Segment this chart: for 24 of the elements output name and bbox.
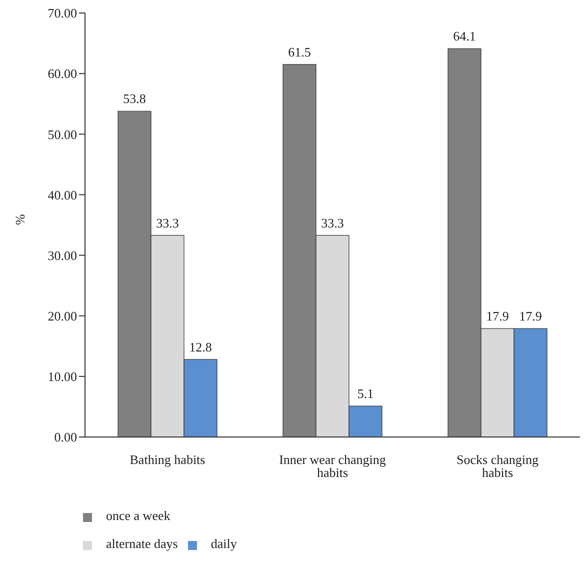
y-tick-label: 0.00 (54, 430, 77, 445)
data-label: 33.3 (156, 215, 179, 230)
y-tick-label: 70.00 (48, 6, 77, 21)
data-label: 64.1 (453, 28, 476, 44)
data-label: 53.8 (123, 91, 146, 106)
x-tick-label: Socks changing habits (456, 452, 539, 480)
y-tick-label: 60.00 (48, 66, 77, 82)
data-label: 61.5 (288, 44, 311, 60)
data-label: 17.9 (519, 308, 542, 324)
y-tick-label: 40.00 (48, 187, 77, 202)
legend-label: alternate days (106, 536, 178, 551)
legend-label: daily (210, 536, 237, 551)
y-tick-label: 30.00 (48, 248, 77, 263)
y-tick-label: 10.00 (48, 369, 77, 384)
y-axis-title: % (12, 214, 28, 225)
x-tick-label: Bathing habits (130, 452, 206, 468)
y-tick-label: 50.00 (48, 126, 77, 142)
data-label: 33.3 (321, 215, 344, 230)
data-label: 5.1 (357, 386, 374, 402)
data-label: 17.9 (486, 308, 509, 324)
y-tick-label: 20.00 (48, 308, 77, 324)
data-label: 12.8 (189, 339, 212, 354)
x-tick-label: Inner wear changing habits (279, 452, 386, 480)
legend-label: once a week (106, 508, 170, 523)
